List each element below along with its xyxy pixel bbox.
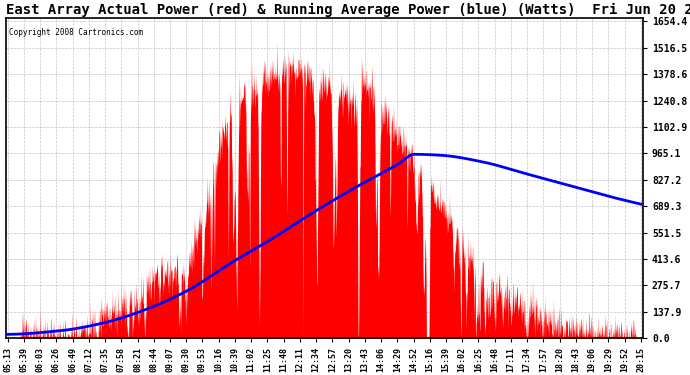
- Text: East Array Actual Power (red) & Running Average Power (blue) (Watts)  Fri Jun 20: East Array Actual Power (red) & Running …: [6, 3, 690, 17]
- Text: Copyright 2008 Cartronics.com: Copyright 2008 Cartronics.com: [9, 28, 143, 37]
